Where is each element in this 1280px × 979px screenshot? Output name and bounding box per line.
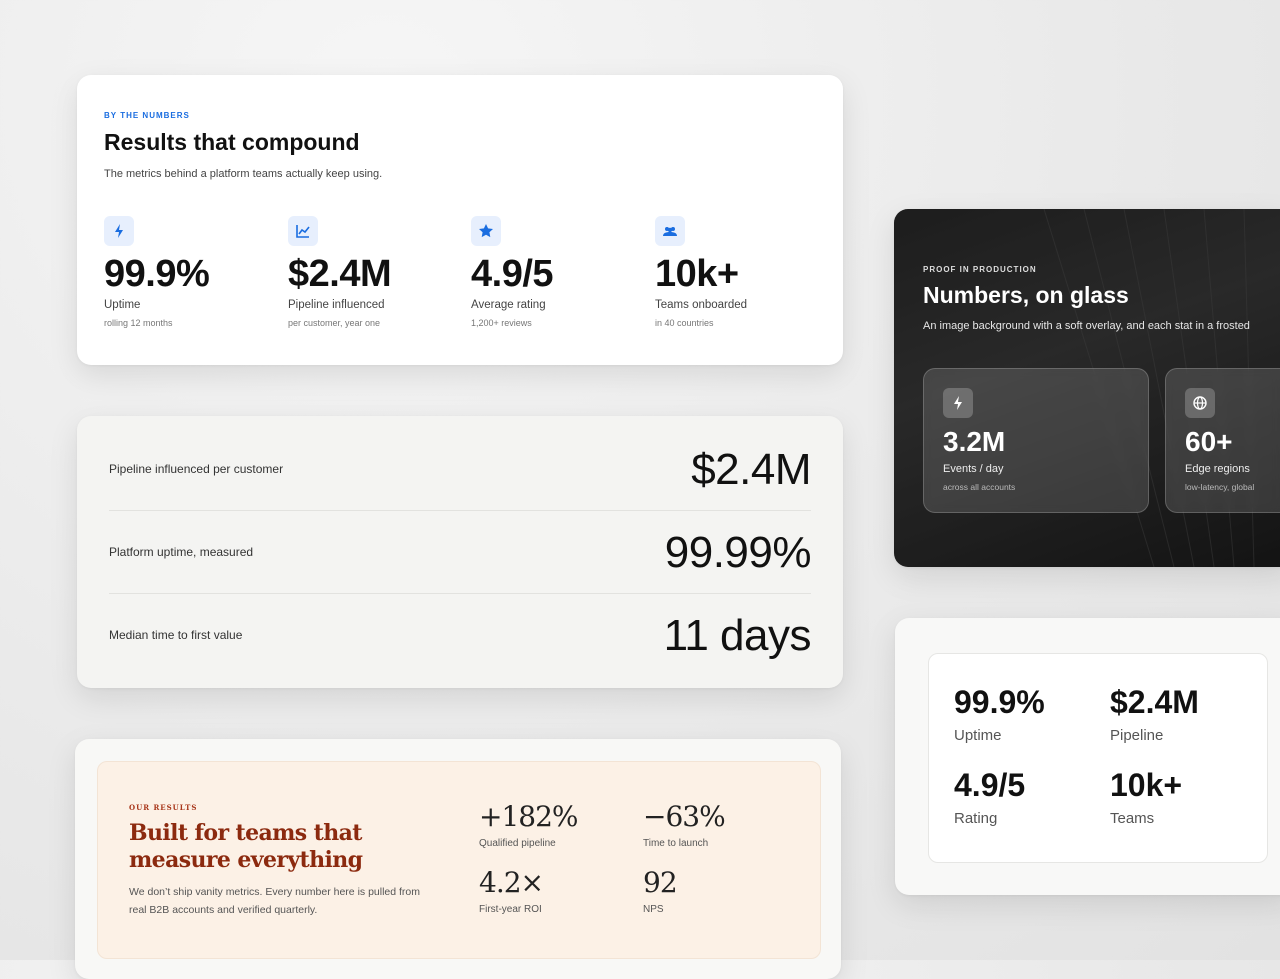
stat-note: in 40 countries — [655, 318, 714, 328]
icon-bolt — [943, 388, 973, 418]
card-rows: Pipeline influenced per customer $2.4M P… — [77, 416, 843, 688]
stat-label: Teams onboarded — [655, 299, 748, 311]
stat-label: Qualified pipeline — [479, 838, 556, 849]
stat-note: across all accounts — [943, 482, 1016, 492]
stat-value: 3.2M — [943, 426, 1006, 457]
stat-value: 92 — [643, 866, 678, 899]
stat-value: 10k+ — [655, 253, 739, 295]
card-overview: BY THE NUMBERS Results that compound The… — [77, 75, 843, 365]
stat-note: per customer, year one — [288, 318, 381, 328]
stat-value: 4.9/5 — [471, 253, 554, 295]
body-text: We don’t ship vanity metrics. Every numb… — [129, 886, 421, 916]
stat-value: $2.4M — [288, 253, 392, 295]
stat-value: −63% — [643, 800, 726, 833]
stat-label: Time to launch — [643, 838, 709, 849]
stat-label: Uptime — [104, 299, 141, 311]
stat-label: Uptime — [954, 727, 1002, 744]
stat-value: 10k+ — [1110, 767, 1183, 803]
stat-label: Edge regions — [1185, 463, 1250, 475]
card-grid: 99.9% Uptime $2.4M Pipeline 4.9/5 Rating… — [895, 618, 1280, 895]
stat-label: Average rating — [471, 299, 546, 311]
stat-value: 99.9% — [954, 684, 1045, 720]
editorial-panel: OUR RESULTS Built for teams that measure… — [97, 761, 821, 959]
icon-bolt — [104, 216, 134, 246]
stat-label: First-year ROI — [479, 904, 542, 915]
stat-note: low-latency, global — [1185, 482, 1255, 492]
eyebrow: PROOF IN PRODUCTION — [923, 265, 1037, 274]
row-label: Median time to first value — [109, 628, 243, 642]
stat-label: NPS — [643, 904, 664, 915]
title: Results that compound — [104, 129, 360, 155]
stat-label: Rating — [954, 810, 998, 827]
row-label: Platform uptime, measured — [109, 545, 254, 559]
stat-label: Pipeline influenced — [288, 299, 385, 311]
stat-panel: 99.9% Uptime $2.4M Pipeline 4.9/5 Rating… — [928, 653, 1268, 863]
divider — [109, 593, 811, 594]
glass-stat: 3.2M Events / day across all accounts — [923, 368, 1149, 513]
eyebrow: OUR RESULTS — [129, 803, 198, 812]
card-editorial: OUR RESULTS Built for teams that measure… — [75, 739, 841, 979]
stat-value: 99.9% — [104, 253, 210, 295]
title: Numbers, on glass — [923, 282, 1129, 308]
icon-star — [471, 216, 501, 246]
eyebrow: BY THE NUMBERS — [104, 111, 190, 120]
row-value: 99.99% — [664, 528, 812, 577]
title: Built for teams that measure everything — [129, 820, 363, 873]
stat-value: +182% — [479, 800, 579, 833]
subtitle: An image background with a soft overlay,… — [923, 320, 1250, 332]
row-value: 11 days — [663, 611, 812, 660]
stat-note: rolling 12 months — [104, 318, 173, 328]
stat-label: Events / day — [943, 463, 1004, 475]
icon-users — [655, 216, 685, 246]
icon-globe — [1185, 388, 1215, 418]
stat-label: Pipeline — [1110, 727, 1164, 744]
stat-note: 1,200+ reviews — [471, 318, 532, 328]
row-value: $2.4M — [691, 445, 811, 494]
glass-stat: 60+ Edge regions low-latency, global — [1165, 368, 1280, 513]
row-label: Pipeline influenced per customer — [109, 462, 284, 476]
card-glass: PROOF IN PRODUCTION Numbers, on glass An… — [894, 209, 1280, 567]
icon-chart — [288, 216, 318, 246]
stat-value: 60+ — [1185, 426, 1233, 457]
divider — [109, 510, 811, 511]
stat-label: Teams — [1110, 810, 1155, 827]
subtitle: The metrics behind a platform teams actu… — [104, 168, 383, 180]
stat-value: 4.9/5 — [954, 767, 1026, 803]
stat-value: $2.4M — [1110, 684, 1199, 720]
stat-value: 4.2× — [479, 866, 544, 899]
